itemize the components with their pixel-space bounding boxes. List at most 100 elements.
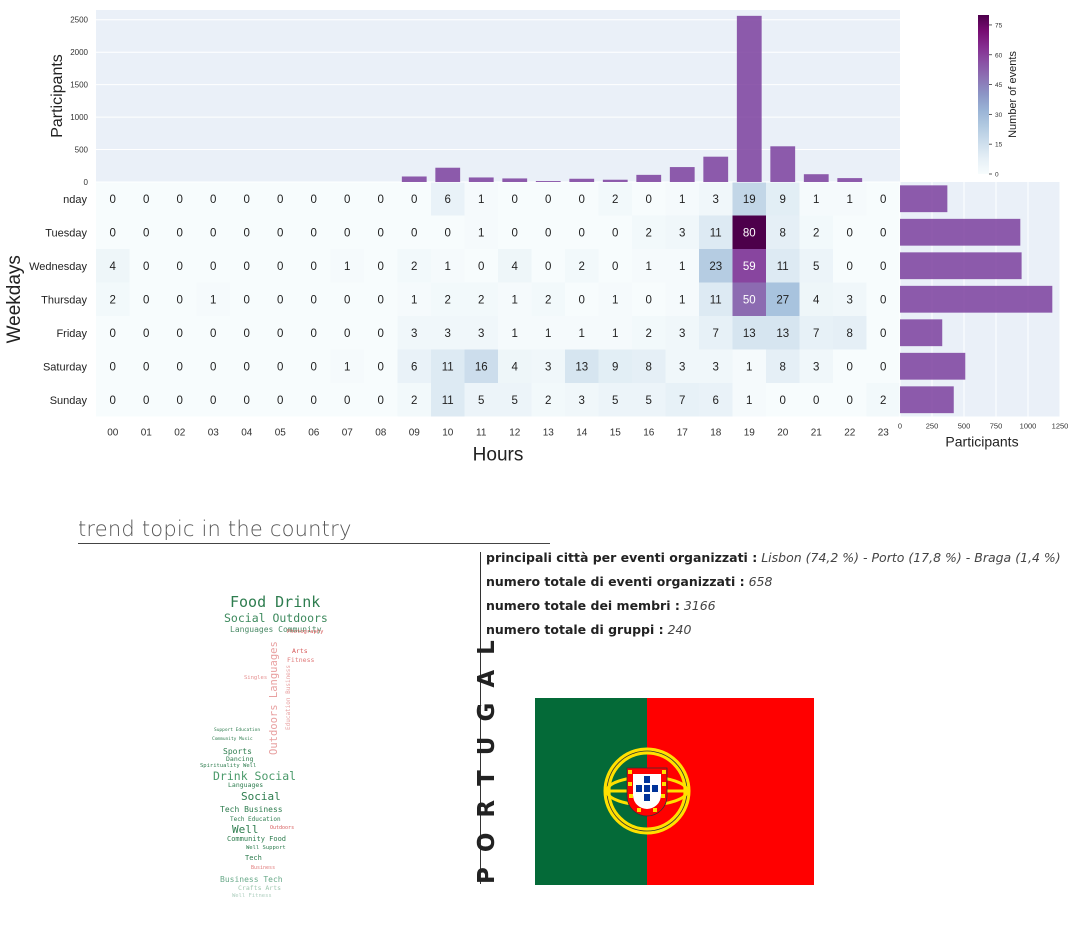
heatmap-value: 0 (244, 328, 250, 340)
top-bar (636, 174, 662, 182)
colorbar-tick-label: 60 (995, 52, 1003, 59)
wordcloud-word: Sports (223, 747, 252, 756)
top-y-tick-label: 2500 (70, 16, 88, 25)
heatmap-value: 2 (646, 328, 652, 340)
heatmap-cell (330, 316, 364, 350)
heatmap-cell (498, 316, 532, 350)
heatmap-value: 4 (512, 361, 519, 373)
heatmap-value: 1 (411, 294, 417, 306)
heatmap-value: 0 (344, 328, 350, 340)
heatmap-cell (699, 249, 733, 283)
heatmap-cell (196, 316, 230, 350)
heatmap-cell (96, 215, 130, 249)
heatmap-cell (263, 383, 297, 417)
heatmap-cell (263, 316, 297, 350)
heatmap-value: 0 (378, 261, 384, 273)
heatmap-value: 2 (445, 294, 451, 306)
heatmap-value: 4 (813, 294, 820, 306)
heatmap-value: 0 (311, 194, 317, 206)
heatmap-cell (833, 215, 867, 249)
heatmap-cell (833, 249, 867, 283)
heatmap-cell (799, 282, 833, 316)
heatmap-value: 0 (311, 227, 317, 239)
wordcloud-word: Spirituality Well (200, 763, 257, 769)
heatmap-value: 27 (776, 294, 789, 306)
heatmap-value: 0 (143, 194, 149, 206)
heatmap-cell (665, 349, 699, 383)
heatmap-cell (665, 383, 699, 417)
events-line: numero totale di eventi organizzati : 65… (486, 574, 772, 589)
heatmap-value: 1 (344, 261, 350, 273)
x-tick-label: 04 (241, 428, 253, 439)
side-x-tick-label: 250 (926, 422, 939, 431)
wordcloud-word: Languages (228, 781, 264, 789)
heatmap-cell (699, 182, 733, 216)
heatmap-cell (297, 282, 331, 316)
heatmap-cell (665, 282, 699, 316)
trend-title: trend topic in the country (78, 517, 550, 544)
top-y-tick-label: 2000 (70, 48, 88, 57)
heatmap-cell (766, 182, 800, 216)
heatmap-value: 0 (579, 227, 585, 239)
heatmap-value: 0 (110, 395, 116, 407)
top-bar (435, 167, 461, 182)
heatmap-value: 0 (880, 294, 886, 306)
heatmap-value: 3 (679, 227, 685, 239)
heatmap-cell (397, 316, 431, 350)
top-bar (770, 146, 796, 182)
wordcloud-word: Tech Education (230, 816, 281, 823)
heatmap-cell (297, 349, 331, 383)
heatmap-cell (531, 249, 565, 283)
heatmap-cell (364, 282, 398, 316)
heatmap-value: 0 (579, 194, 585, 206)
heatmap-cell (464, 316, 498, 350)
wordcloud-word: Well Fitness (232, 893, 272, 899)
heatmap-cell (732, 249, 766, 283)
heatmap-value: 0 (177, 194, 183, 206)
heatmap-cell (431, 215, 465, 249)
heatmap-cell (565, 349, 599, 383)
heatmap-cell (96, 383, 130, 417)
wordcloud-word: Fitness (287, 656, 315, 664)
heatmap-cell (163, 349, 197, 383)
heatmap-cell (96, 316, 130, 350)
top-bar (837, 178, 863, 182)
heatmap-value: 0 (847, 361, 853, 373)
heatmap-cell (699, 316, 733, 350)
heatmap-value: 0 (110, 227, 116, 239)
heatmap-value: 0 (378, 227, 384, 239)
heatmap-cell (565, 249, 599, 283)
heatmap-value: 9 (612, 361, 618, 373)
heatmap-value: 1 (512, 294, 518, 306)
y-tick-label: Saturday (43, 361, 88, 373)
heatmap-cell (431, 316, 465, 350)
top-plot-bg (96, 10, 900, 182)
heatmap-cell (531, 215, 565, 249)
heatmap-value: 3 (713, 361, 719, 373)
heatmap-cell (799, 182, 833, 216)
heatmap-cell (230, 316, 264, 350)
cities-line: principali città per eventi organizzati … (486, 550, 1061, 565)
heatmap-cell (464, 349, 498, 383)
heatmap-value: 5 (512, 395, 518, 407)
heatmap-value: 0 (244, 395, 250, 407)
heatmap-value: 0 (311, 328, 317, 340)
side-x-tick-label: 0 (898, 422, 902, 431)
heatmap-cell (129, 282, 163, 316)
colorbar (978, 15, 989, 174)
heatmap-cell (330, 215, 364, 249)
heatmap-cell (263, 182, 297, 216)
top-y-tick-label: 500 (75, 146, 89, 155)
heatmap-value: 11 (777, 261, 789, 273)
heatmap-value: 0 (110, 194, 116, 206)
heatmap-value: 0 (378, 395, 384, 407)
side-bar (900, 352, 966, 380)
country-name: PORTUGAL (474, 625, 500, 884)
heatmap-cell (464, 282, 498, 316)
heatmap-cell (498, 282, 532, 316)
heatmap-cell (665, 215, 699, 249)
heatmap-cell (598, 383, 632, 417)
heatmap-value: 0 (378, 361, 384, 373)
heatmap-cell (732, 383, 766, 417)
heatmap-value: 11 (442, 361, 454, 373)
